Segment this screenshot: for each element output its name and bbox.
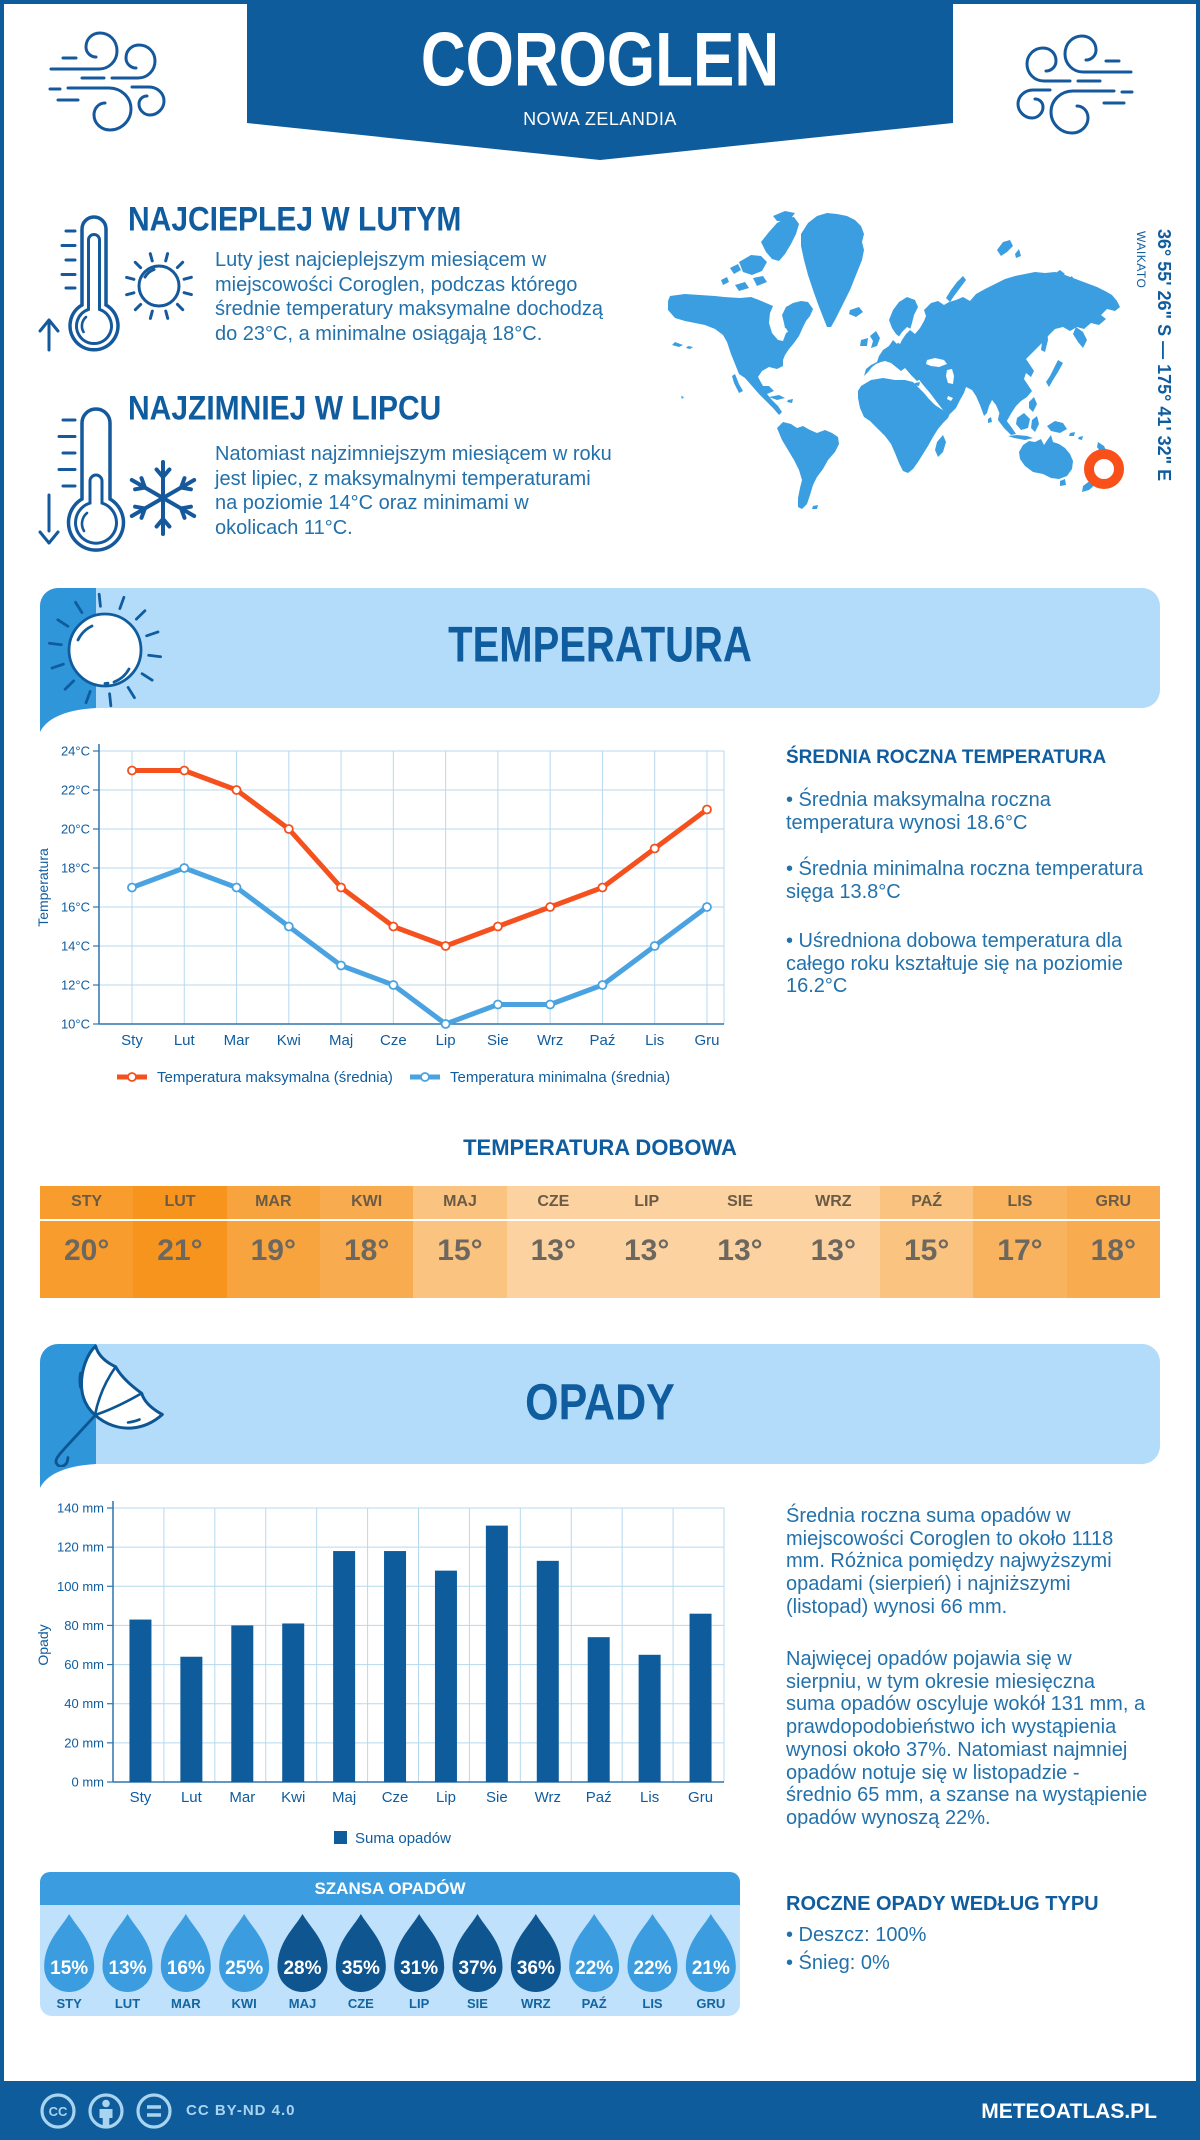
svg-text:100 mm: 100 mm bbox=[57, 1579, 104, 1594]
svg-text:STY: STY bbox=[57, 1996, 83, 2011]
svg-text:22%: 22% bbox=[633, 1958, 671, 1979]
svg-text:24°C: 24°C bbox=[61, 744, 90, 759]
svg-text:Mar: Mar bbox=[224, 1032, 250, 1049]
svg-text:20 mm: 20 mm bbox=[64, 1735, 104, 1750]
svg-text:14°C: 14°C bbox=[61, 939, 90, 954]
svg-text:WRZ: WRZ bbox=[521, 1996, 551, 2011]
svg-text:Lut: Lut bbox=[174, 1032, 196, 1049]
svg-text:21%: 21% bbox=[692, 1958, 730, 1979]
svg-text:140 mm: 140 mm bbox=[57, 1501, 104, 1516]
svg-text:120 mm: 120 mm bbox=[57, 1540, 104, 1555]
svg-text:Suma opadów: Suma opadów bbox=[355, 1830, 451, 1847]
svg-text:Gru: Gru bbox=[688, 1789, 713, 1806]
svg-text:GRU: GRU bbox=[696, 1996, 725, 2011]
svg-text:MAJ: MAJ bbox=[289, 1996, 316, 2011]
svg-text:Mar: Mar bbox=[229, 1789, 255, 1806]
svg-text:60 mm: 60 mm bbox=[64, 1657, 104, 1672]
svg-text:Wrz: Wrz bbox=[535, 1789, 561, 1806]
svg-text:35%: 35% bbox=[342, 1958, 380, 1979]
svg-text:LIS: LIS bbox=[642, 1996, 663, 2011]
svg-text:KWI: KWI bbox=[232, 1996, 257, 2011]
svg-text:Cze: Cze bbox=[382, 1789, 409, 1806]
svg-text:36%: 36% bbox=[517, 1958, 555, 1979]
svg-text:Cze: Cze bbox=[380, 1032, 407, 1049]
svg-text:Maj: Maj bbox=[329, 1032, 353, 1049]
svg-text:Gru: Gru bbox=[694, 1032, 719, 1049]
svg-text:0 mm: 0 mm bbox=[72, 1775, 105, 1790]
svg-text:22°C: 22°C bbox=[61, 783, 90, 798]
svg-text:Paź: Paź bbox=[586, 1789, 612, 1806]
svg-text:12°C: 12°C bbox=[61, 978, 90, 993]
svg-text:SIE: SIE bbox=[467, 1996, 488, 2011]
svg-text:CZE: CZE bbox=[348, 1996, 374, 2011]
svg-text:22%: 22% bbox=[575, 1958, 613, 1979]
svg-text:Opady: Opady bbox=[35, 1624, 51, 1665]
svg-text:Lis: Lis bbox=[640, 1789, 659, 1806]
svg-text:Sie: Sie bbox=[486, 1789, 508, 1806]
svg-text:18°C: 18°C bbox=[61, 861, 90, 876]
svg-text:Paź: Paź bbox=[590, 1032, 616, 1049]
svg-text:MAR: MAR bbox=[171, 1996, 201, 2011]
svg-text:Kwi: Kwi bbox=[277, 1032, 301, 1049]
svg-text:10°C: 10°C bbox=[61, 1017, 90, 1032]
svg-text:Maj: Maj bbox=[332, 1789, 356, 1806]
svg-text:Lut: Lut bbox=[181, 1789, 203, 1806]
svg-text:Sty: Sty bbox=[121, 1032, 143, 1049]
svg-text:Temperatura maksymalna (średni: Temperatura maksymalna (średnia) bbox=[157, 1069, 393, 1086]
svg-text:LUT: LUT bbox=[115, 1996, 140, 2011]
svg-text:Sie: Sie bbox=[487, 1032, 509, 1049]
svg-text:CC: CC bbox=[49, 2104, 68, 2119]
svg-text:Temperatura: Temperatura bbox=[35, 848, 51, 927]
svg-text:PAŹ: PAŹ bbox=[582, 1996, 607, 2011]
svg-text:Wrz: Wrz bbox=[537, 1032, 563, 1049]
svg-text:13%: 13% bbox=[108, 1958, 146, 1979]
svg-text:Kwi: Kwi bbox=[281, 1789, 305, 1806]
svg-text:80 mm: 80 mm bbox=[64, 1618, 104, 1633]
svg-text:Sty: Sty bbox=[130, 1789, 152, 1806]
svg-text:16°C: 16°C bbox=[61, 900, 90, 915]
svg-text:15%: 15% bbox=[50, 1958, 88, 1979]
svg-text:28%: 28% bbox=[283, 1958, 321, 1979]
svg-text:Temperatura minimalna (średnia: Temperatura minimalna (średnia) bbox=[450, 1069, 670, 1086]
svg-text:20°C: 20°C bbox=[61, 822, 90, 837]
svg-text:Lip: Lip bbox=[436, 1032, 456, 1049]
svg-text:Lip: Lip bbox=[436, 1789, 456, 1806]
svg-text:31%: 31% bbox=[400, 1958, 438, 1979]
svg-text:Lis: Lis bbox=[645, 1032, 664, 1049]
svg-text:25%: 25% bbox=[225, 1958, 263, 1979]
svg-text:LIP: LIP bbox=[409, 1996, 430, 2011]
svg-text:37%: 37% bbox=[458, 1958, 496, 1979]
svg-text:40 mm: 40 mm bbox=[64, 1696, 104, 1711]
svg-text:16%: 16% bbox=[167, 1958, 205, 1979]
